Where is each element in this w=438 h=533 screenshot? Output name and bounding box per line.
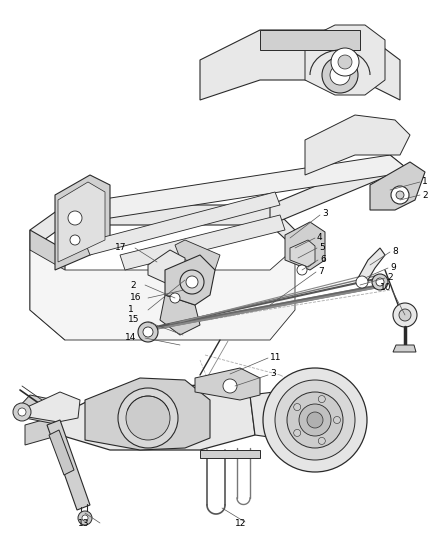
- Circle shape: [287, 392, 343, 448]
- Circle shape: [275, 380, 355, 460]
- Polygon shape: [55, 175, 110, 270]
- Circle shape: [399, 309, 411, 321]
- Text: 4: 4: [317, 232, 323, 241]
- Polygon shape: [305, 25, 385, 95]
- Circle shape: [330, 65, 350, 85]
- Polygon shape: [85, 192, 280, 255]
- Circle shape: [78, 511, 92, 525]
- Polygon shape: [285, 222, 325, 270]
- Circle shape: [318, 438, 325, 445]
- Text: 6: 6: [320, 254, 326, 263]
- Circle shape: [338, 55, 352, 69]
- Polygon shape: [260, 30, 360, 50]
- Polygon shape: [165, 255, 215, 305]
- Circle shape: [118, 388, 178, 448]
- Polygon shape: [175, 240, 220, 270]
- Text: 1: 1: [128, 305, 134, 314]
- Polygon shape: [200, 30, 400, 100]
- Polygon shape: [30, 205, 295, 250]
- Circle shape: [393, 303, 417, 327]
- Circle shape: [331, 48, 359, 76]
- Text: 2: 2: [422, 190, 427, 199]
- Text: 14: 14: [125, 334, 136, 343]
- Polygon shape: [290, 240, 315, 267]
- Text: 8: 8: [392, 246, 398, 255]
- Text: 3: 3: [270, 369, 276, 378]
- Polygon shape: [47, 420, 90, 510]
- Polygon shape: [120, 215, 285, 270]
- Circle shape: [13, 403, 31, 421]
- Circle shape: [299, 404, 331, 436]
- Polygon shape: [250, 390, 310, 440]
- Text: 1: 1: [422, 177, 428, 187]
- Polygon shape: [18, 395, 60, 425]
- Polygon shape: [305, 115, 410, 175]
- Circle shape: [170, 293, 180, 303]
- Text: 2: 2: [387, 273, 392, 282]
- Text: 9: 9: [390, 263, 396, 272]
- Circle shape: [138, 322, 158, 342]
- Circle shape: [143, 327, 153, 337]
- Circle shape: [68, 211, 82, 225]
- Polygon shape: [195, 368, 260, 400]
- Text: 7: 7: [318, 266, 324, 276]
- Circle shape: [307, 412, 323, 428]
- Text: 13: 13: [78, 520, 89, 529]
- Circle shape: [180, 270, 204, 294]
- Circle shape: [70, 235, 80, 245]
- Polygon shape: [85, 378, 210, 450]
- Circle shape: [372, 274, 388, 290]
- Text: 5: 5: [319, 244, 325, 253]
- Polygon shape: [25, 415, 60, 445]
- Polygon shape: [148, 250, 185, 285]
- Polygon shape: [60, 385, 255, 450]
- Circle shape: [294, 430, 301, 437]
- Text: 10: 10: [380, 282, 392, 292]
- Text: 17: 17: [115, 243, 127, 252]
- Text: 12: 12: [235, 520, 246, 529]
- Circle shape: [82, 515, 88, 521]
- Polygon shape: [30, 230, 65, 340]
- Polygon shape: [200, 450, 260, 458]
- Polygon shape: [160, 295, 200, 335]
- Circle shape: [356, 276, 368, 288]
- Circle shape: [396, 191, 404, 199]
- Text: 3: 3: [322, 208, 328, 217]
- Polygon shape: [370, 162, 425, 210]
- Circle shape: [318, 395, 325, 402]
- Text: 15: 15: [128, 316, 139, 325]
- Polygon shape: [49, 430, 74, 475]
- Polygon shape: [30, 248, 295, 340]
- Polygon shape: [393, 345, 416, 352]
- Polygon shape: [22, 392, 80, 422]
- Polygon shape: [58, 182, 105, 262]
- Circle shape: [186, 276, 198, 288]
- Circle shape: [263, 368, 367, 472]
- Text: 16: 16: [130, 294, 141, 303]
- Circle shape: [126, 396, 170, 440]
- Circle shape: [333, 416, 340, 424]
- Polygon shape: [270, 155, 415, 225]
- Polygon shape: [358, 248, 385, 285]
- Circle shape: [376, 278, 384, 286]
- Circle shape: [18, 408, 26, 416]
- Circle shape: [294, 403, 301, 410]
- Circle shape: [391, 186, 409, 204]
- Polygon shape: [65, 155, 415, 225]
- Circle shape: [322, 57, 358, 93]
- Text: 11: 11: [270, 352, 282, 361]
- Circle shape: [297, 265, 307, 275]
- Circle shape: [223, 379, 237, 393]
- Text: 2: 2: [130, 280, 136, 289]
